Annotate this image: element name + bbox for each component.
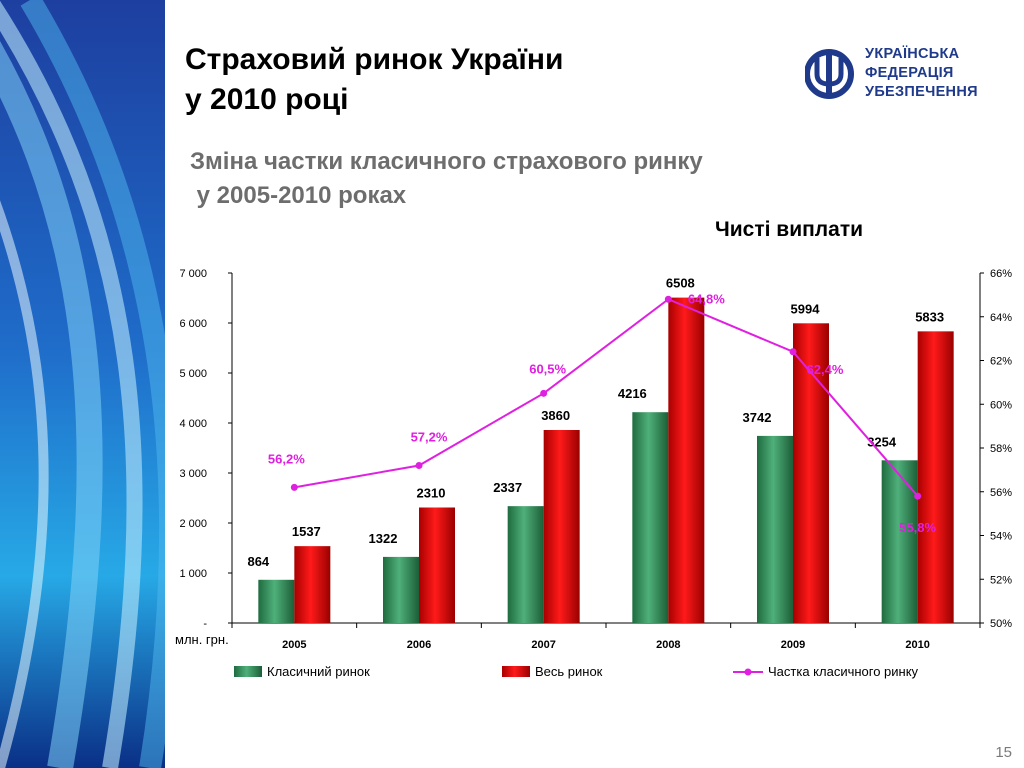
y-tick-label: 3 000 [179, 468, 207, 480]
data-label-chastka: 56,2% [268, 451, 305, 466]
ufu-logo [805, 49, 854, 99]
point-chastka-klasychnoho-rynku [789, 348, 797, 356]
y-tick-label: 6 000 [179, 318, 207, 330]
data-label-chastka: 57,2% [411, 430, 448, 445]
bar-klasychnyi-rynok [881, 460, 918, 623]
bar-klasychnyi-rynok [507, 506, 544, 623]
point-chastka-klasychnoho-rynku [290, 483, 298, 491]
data-label-chastka: 64,8% [688, 291, 725, 306]
page-number: 15 [995, 744, 1012, 761]
data-label-klasychnyi-rynok: 864 [247, 554, 269, 569]
x-tick-label: 2009 [781, 639, 805, 651]
y-tick-label: 1 000 [179, 568, 207, 580]
y-tick-label: 5 000 [179, 368, 207, 380]
y-tick-label: 4 000 [179, 418, 207, 430]
data-label-ves-rynok: 5833 [915, 309, 944, 324]
y2-tick-label: 52% [990, 574, 1012, 586]
bar-klasychnyi-rynok [258, 579, 295, 623]
legend-label-ves-rynok: Весь ринок [535, 664, 603, 679]
y2-tick-label: 56% [990, 487, 1012, 499]
decorative-blue-band [0, 0, 165, 768]
logo-line1: УКРАЇНСЬКА [865, 46, 960, 62]
data-label-klasychnyi-rynok: 1322 [369, 531, 398, 546]
data-label-chastka: 60,5% [529, 361, 566, 376]
data-label-klasychnyi-rynok: 4216 [618, 386, 647, 401]
point-chastka-klasychnoho-rynku [415, 462, 423, 469]
data-label-klasychnyi-rynok: 3742 [743, 410, 772, 425]
bar-klasychnyi-rynok [757, 435, 793, 623]
y-tick-label: 7 000 [179, 268, 207, 280]
data-label-ves-rynok: 3860 [541, 408, 570, 423]
trident-emblem-icon [805, 49, 854, 99]
x-tick-label: 2007 [531, 639, 555, 651]
slide-title-line1: Страховий ринок України [185, 43, 564, 76]
bar-klasychnyi-rynok [383, 556, 419, 623]
data-label-klasychnyi-rynok: 2337 [493, 480, 522, 495]
slide-subtitle: Зміна частки класичного страхового ринку… [190, 145, 703, 213]
data-label-chastka: 62,4% [807, 362, 844, 377]
y2-tick-label: 66% [990, 268, 1012, 280]
data-label-ves-rynok: 6508 [666, 276, 695, 291]
data-label-ves-rynok: 5994 [791, 301, 821, 316]
y2-tick-label: 54% [990, 531, 1012, 543]
logo-line3: УБЕЗПЕЧЕННЯ [865, 84, 978, 100]
x-tick-label: 2010 [905, 639, 929, 651]
legend-marker-chastka [744, 668, 752, 676]
y2-tick-label: 50% [990, 618, 1012, 630]
y2-tick-label: 60% [990, 399, 1012, 411]
x-tick-label: 2006 [407, 639, 431, 651]
x-tick-label: 2008 [656, 639, 680, 651]
legend-label-chastka: Частка класичного ринку [768, 664, 919, 679]
logo-line2: ФЕДЕРАЦІЯ [865, 65, 954, 81]
chart-title: Чисті виплати [715, 218, 864, 241]
bar-ves-rynok [419, 507, 455, 623]
logo-wordmark: УКРАЇНСЬКА ФЕДЕРАЦІЯ УБЕЗПЕЧЕННЯ [865, 45, 978, 102]
y-tick-label: - [203, 618, 207, 630]
legend-swatch-ves-rynok [502, 666, 530, 677]
bar-ves-rynok [668, 297, 705, 623]
y-tick-label: 2 000 [179, 518, 207, 530]
point-chastka-klasychnoho-rynku [914, 492, 922, 500]
data-label-chastka: 55,8% [899, 520, 936, 535]
y2-tick-label: 64% [990, 312, 1012, 324]
slide-subtitle-line1: Зміна частки класичного страхового ринку [190, 148, 703, 175]
x-tick-label: 2005 [282, 639, 306, 651]
bar-klasychnyi-rynok [632, 412, 669, 623]
slide-title: Страховий ринок України у 2010 році [185, 40, 563, 120]
y-unit-label: млн. грн. [175, 632, 229, 647]
bar-ves-rynok [543, 430, 580, 623]
bar-ves-rynok [294, 546, 331, 623]
line-chastka-klasychnoho-rynku [294, 298, 919, 497]
legend-label-klasychnyi-rynok: Класичний ринок [267, 664, 370, 679]
slide-title-line2: у 2010 році [185, 83, 349, 116]
data-label-ves-rynok: 1537 [292, 524, 321, 539]
point-chastka-klasychnoho-rynku [664, 295, 672, 303]
point-chastka-klasychnoho-rynku [540, 389, 548, 397]
bar-ves-rynok [917, 331, 954, 623]
y2-tick-label: 58% [990, 443, 1012, 455]
data-label-ves-rynok: 2310 [417, 486, 446, 501]
y2-tick-label: 62% [990, 356, 1012, 368]
legend-swatch-klasychnyi-rynok [234, 666, 262, 677]
slide-subtitle-line2: у 2005-2010 роках [190, 182, 407, 209]
